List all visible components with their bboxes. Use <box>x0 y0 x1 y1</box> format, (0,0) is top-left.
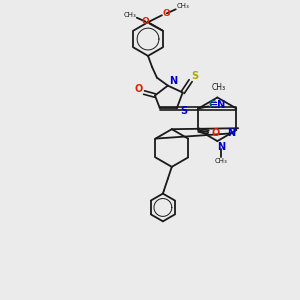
Text: O: O <box>135 84 143 94</box>
Text: CH₃: CH₃ <box>176 3 189 9</box>
Text: N: N <box>227 128 236 138</box>
Text: O: O <box>211 128 220 138</box>
Text: O: O <box>142 17 150 26</box>
Text: N: N <box>169 76 177 85</box>
Text: S: S <box>191 71 198 81</box>
Text: CH₃: CH₃ <box>215 158 228 164</box>
Text: CH₃: CH₃ <box>211 83 225 92</box>
Text: O: O <box>163 9 171 18</box>
Text: S: S <box>180 106 187 116</box>
Text: CH₃: CH₃ <box>124 12 136 18</box>
Text: ≡N: ≡N <box>210 100 226 110</box>
Text: N: N <box>217 142 225 152</box>
Text: C: C <box>209 100 216 110</box>
